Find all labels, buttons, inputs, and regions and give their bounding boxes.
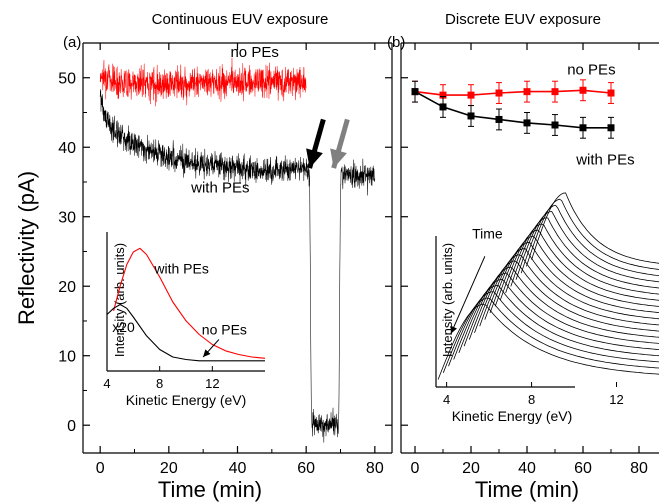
b-inset-curve: [515, 210, 659, 283]
b-xtick-label: 0: [411, 460, 420, 477]
a-arrow-gray-head: [330, 148, 347, 169]
b-inset-curve: [505, 223, 659, 295]
a-inset-arrow-head: [203, 349, 211, 357]
panel-a: 0 10 20 30 40 50 0 20 40 60 80 Continuous EUV expos…: [14, 11, 393, 502]
b-marker-no-pes: [439, 91, 447, 99]
a-inset-annotation-no-pes: no PEs: [202, 322, 247, 338]
b-inset-curve: [458, 278, 659, 354]
a-xlabel: Time (min): [158, 477, 262, 502]
b-inset-ylabel: Intensity (arb. units): [440, 243, 455, 357]
a-title: Continuous EUV exposure: [152, 11, 329, 28]
b-marker-with-pes: [439, 103, 447, 111]
b-inset-curve: [489, 241, 659, 314]
b-xtick-label: 40: [518, 460, 536, 477]
a-ytick-label: 20: [58, 279, 76, 296]
b-marker-no-pes: [579, 86, 587, 94]
a-inset-annotation-with-pes: with PEs: [153, 260, 208, 276]
b-annotation-with-pes: with PEs: [575, 152, 634, 169]
a-series-with-pes: [99, 89, 376, 443]
b-inset: 4 8 12 Kinetic Energy (eV) Intensity (arb. u…: [435, 192, 659, 424]
b-panel-label: (b): [387, 34, 405, 51]
b-inset-xlabel: Kinetic Energy (eV): [452, 408, 573, 424]
a-inset-annotation-x20: x20: [112, 319, 135, 335]
b-marker-with-pes: [523, 119, 531, 127]
b-marker-with-pes: [467, 112, 475, 120]
panel-b: 0 20 40 60 80 Discrete EUV exposure (b) Time (m…: [387, 11, 659, 502]
b-annotation-no-pes: no PEs: [567, 61, 615, 78]
b-marker-with-pes: [495, 115, 503, 123]
b-marker-with-pes: [411, 88, 419, 96]
a-xtick-label: 0: [96, 460, 105, 477]
b-xtick-label: 60: [574, 460, 592, 477]
b-xlabel: Time (min): [475, 477, 579, 502]
b-inset-curve: [463, 272, 659, 347]
b-inset-annotation-time: Time: [472, 226, 503, 242]
a-xtick-label: 80: [366, 460, 384, 477]
a-inset-series-no-pes: [106, 303, 265, 362]
b-inset-curve: [520, 204, 659, 276]
b-inset-xtick-label: 4: [443, 392, 450, 407]
b-marker-no-pes: [467, 91, 475, 99]
b-inset-arrow-shaft: [450, 256, 486, 334]
b-marker-no-pes: [495, 89, 503, 97]
a-inset-ylabel: Intensity (arb. units): [112, 243, 127, 357]
b-marker-with-pes: [551, 121, 559, 129]
b-title: Discrete EUV exposure: [445, 11, 601, 28]
a-series-no-pes: [99, 57, 307, 107]
a-inset-series-with-pes: [113, 247, 266, 359]
b-marker-no-pes: [607, 89, 615, 97]
b-marker-with-pes: [579, 124, 587, 132]
a-ytick-label: 30: [58, 210, 76, 227]
a-inset-xtick-label: 12: [205, 376, 219, 391]
a-ytick-label: 40: [58, 140, 76, 157]
a-annotation-with-pes: with PEs: [190, 179, 249, 196]
a-inset-bg: [107, 232, 265, 371]
b-xtick-label: 20: [462, 460, 480, 477]
a-ytick-label: 50: [58, 71, 76, 88]
a-annotation-no-pes: no PEs: [230, 44, 278, 61]
b-inset-arrow-head: [450, 325, 457, 334]
b-inset-curve: [526, 198, 659, 270]
a-arrow-black-head: [306, 148, 323, 169]
b-series-with-pes: [414, 90, 611, 129]
b-inset-curve: [494, 235, 659, 307]
b-inset-curve: [531, 192, 659, 264]
a-inset-xtick-label: 8: [156, 376, 163, 391]
b-inset-xtick-label: 12: [609, 392, 623, 407]
a-inset-xtick-label: 4: [103, 376, 110, 391]
a-xtick-label: 20: [160, 460, 178, 477]
a-panel-label: (a): [63, 34, 81, 51]
a-xtick-label: 60: [297, 460, 315, 477]
b-inset-xtick-label: 8: [528, 392, 535, 407]
b-inset-curve: [510, 217, 659, 289]
b-inset-curve: [500, 229, 659, 301]
b-xtick-label: 80: [630, 460, 648, 477]
a-ytick-label: 0: [67, 418, 76, 435]
b-series-no-pes: [414, 89, 612, 96]
b-inset-curve: [437, 303, 659, 380]
a-xtick-label: 40: [229, 460, 247, 477]
a-inset-xlabel: Kinetic Energy (eV): [126, 392, 247, 408]
b-marker-no-pes: [551, 88, 559, 96]
b-marker-with-pes: [607, 124, 615, 132]
b-inset-curve: [442, 297, 659, 373]
a-ylabel: Reflectivity (pA): [14, 171, 39, 325]
a-ytick-label: 10: [58, 349, 76, 366]
b-marker-no-pes: [523, 88, 531, 96]
